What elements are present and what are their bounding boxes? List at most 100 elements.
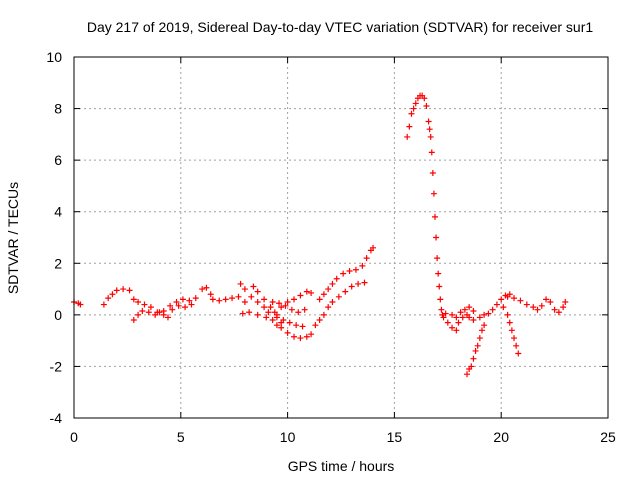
data-point: [560, 304, 567, 311]
data-point: [440, 314, 447, 321]
data-point: [316, 317, 323, 324]
data-point: [254, 288, 261, 295]
data-point: [299, 323, 306, 330]
gridlines: [74, 57, 608, 418]
chart-title: Day 217 of 2019, Sidereal Day-to-day VTE…: [87, 19, 593, 35]
data-point: [428, 149, 435, 156]
data-point: [160, 307, 167, 314]
data-point: [203, 284, 210, 291]
data-point: [182, 304, 189, 311]
data-point: [457, 309, 464, 316]
data-point: [562, 298, 569, 305]
data-point: [523, 301, 530, 308]
data-point: [295, 309, 302, 316]
data-series-sur1: [71, 92, 569, 378]
data-point: [504, 293, 511, 300]
data-point: [109, 291, 116, 298]
data-point: [408, 110, 415, 117]
data-point: [517, 297, 524, 304]
y-axis-ticks: -4 -2 0 2 4 6 8 10: [46, 49, 608, 426]
data-point: [173, 298, 180, 305]
y-tick-label: -4: [50, 410, 63, 426]
data-point: [437, 296, 444, 303]
data-point: [325, 304, 332, 311]
data-point: [273, 322, 280, 329]
data-point: [139, 307, 146, 314]
y-tick-label: -2: [50, 358, 63, 374]
data-point: [335, 293, 342, 300]
data-point: [241, 286, 248, 293]
y-axis-label: SDTVAR / TECUs: [5, 182, 21, 294]
data-point: [430, 190, 437, 197]
data-point: [175, 302, 182, 309]
data-point: [248, 293, 255, 300]
data-point: [284, 329, 291, 336]
y-tick-label: 10: [46, 49, 62, 65]
data-point: [192, 295, 199, 302]
data-point: [312, 322, 319, 329]
data-point: [164, 314, 171, 321]
data-point: [113, 287, 120, 294]
y-tick-label: 4: [54, 204, 62, 220]
data-point: [555, 309, 562, 316]
data-point: [273, 314, 280, 321]
data-point: [506, 319, 513, 326]
data-point: [404, 133, 411, 140]
y-tick-label: 2: [54, 255, 62, 271]
data-point: [543, 296, 550, 303]
data-point: [511, 295, 518, 302]
data-point: [476, 335, 483, 342]
data-point: [363, 255, 370, 262]
data-point: [434, 255, 441, 262]
data-point: [145, 309, 152, 316]
data-point: [444, 319, 451, 326]
data-point: [291, 333, 298, 340]
data-point: [303, 333, 310, 340]
data-point: [547, 298, 554, 305]
data-point: [466, 314, 473, 321]
data-point: [421, 95, 428, 102]
data-point: [135, 311, 142, 318]
data-point: [485, 310, 492, 317]
data-point: [216, 297, 223, 304]
data-point: [276, 300, 283, 307]
data-point: [278, 304, 285, 311]
data-point: [513, 342, 520, 349]
data-point: [152, 311, 159, 318]
data-point: [241, 298, 248, 305]
x-tick-label: 15: [387, 429, 403, 445]
data-point: [464, 371, 471, 378]
data-point: [449, 311, 456, 318]
data-point: [77, 301, 84, 308]
data-point: [498, 296, 505, 303]
data-point: [237, 280, 244, 287]
data-point: [229, 295, 236, 302]
data-point: [308, 331, 315, 338]
data-point: [278, 324, 285, 331]
data-point: [301, 306, 308, 313]
x-axis-ticks: 0 5 10 15 20 25: [70, 57, 616, 445]
data-point: [141, 301, 148, 308]
x-tick-label: 10: [280, 429, 296, 445]
data-point: [538, 302, 545, 309]
x-tick-label: 0: [70, 429, 78, 445]
data-point: [459, 314, 466, 321]
data-point: [433, 234, 440, 241]
data-point: [239, 310, 246, 317]
data-point: [167, 302, 174, 309]
data-point: [179, 296, 186, 303]
data-point: [199, 286, 206, 293]
data-point: [478, 327, 485, 334]
data-point: [438, 306, 445, 313]
data-point: [297, 292, 304, 299]
data-point: [100, 301, 107, 308]
data-point: [551, 306, 558, 313]
data-point: [436, 283, 443, 290]
data-point: [348, 283, 355, 290]
data-point: [291, 296, 298, 303]
data-point: [431, 213, 438, 220]
x-tick-label: 20: [493, 429, 509, 445]
data-point: [355, 280, 362, 287]
data-point: [156, 309, 163, 316]
data-point: [308, 289, 315, 296]
